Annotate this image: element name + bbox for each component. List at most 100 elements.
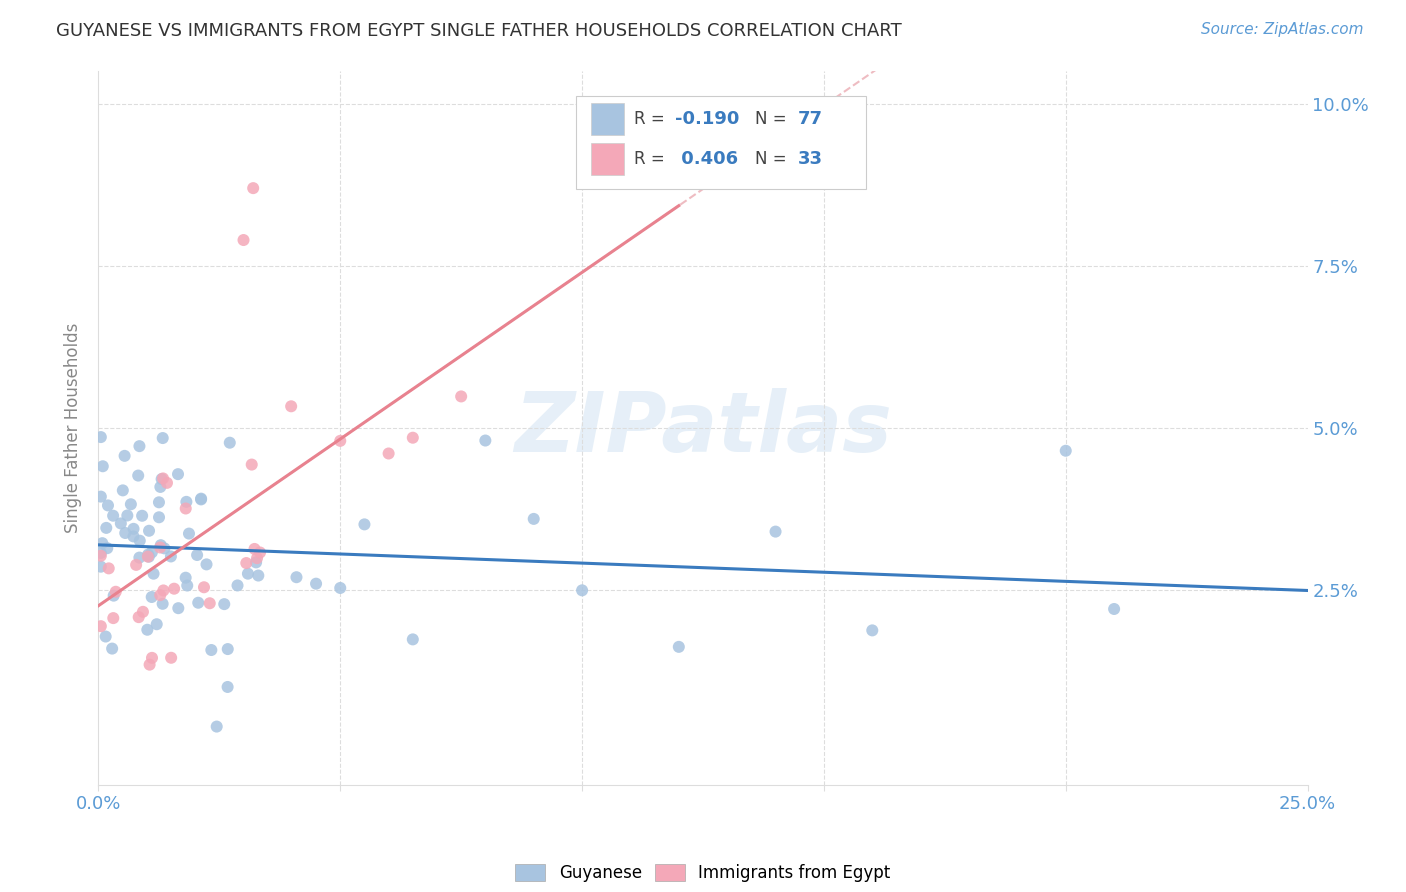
Point xyxy=(377,446,399,460)
Point xyxy=(90,559,112,574)
Point xyxy=(245,555,267,569)
Point xyxy=(235,556,257,570)
Point xyxy=(450,389,472,403)
Point xyxy=(150,472,173,486)
Text: R =: R = xyxy=(634,111,671,128)
Point xyxy=(226,578,249,592)
Point xyxy=(110,516,132,531)
Point xyxy=(101,641,124,656)
Point xyxy=(148,495,170,509)
Point xyxy=(136,549,159,564)
Point xyxy=(329,434,352,448)
Point xyxy=(149,541,172,555)
Text: -0.190: -0.190 xyxy=(675,111,740,128)
Point xyxy=(160,549,183,564)
Text: Source: ZipAtlas.com: Source: ZipAtlas.com xyxy=(1201,22,1364,37)
Y-axis label: Single Father Households: Single Father Households xyxy=(65,323,83,533)
Point xyxy=(97,561,120,575)
Text: 0.406: 0.406 xyxy=(675,150,738,168)
Point xyxy=(149,480,172,494)
Point xyxy=(114,526,136,541)
Point xyxy=(186,548,208,562)
Point xyxy=(200,643,222,657)
Text: 77: 77 xyxy=(797,111,823,128)
Point xyxy=(246,551,269,566)
Point xyxy=(236,566,259,581)
Point xyxy=(96,521,118,535)
Point xyxy=(152,431,174,445)
Point xyxy=(153,541,176,556)
Point xyxy=(152,471,174,485)
Point xyxy=(111,483,134,498)
Point xyxy=(90,490,112,504)
Point xyxy=(190,492,212,507)
Point xyxy=(156,475,179,490)
Point xyxy=(860,624,883,638)
Point xyxy=(765,524,787,539)
Point xyxy=(163,582,186,596)
Point xyxy=(90,546,112,560)
Point xyxy=(97,499,120,513)
Text: 33: 33 xyxy=(797,150,823,168)
Point xyxy=(402,632,425,647)
Point xyxy=(138,524,160,538)
Point xyxy=(120,497,142,511)
Point xyxy=(1054,443,1077,458)
Point xyxy=(402,431,425,445)
Text: GUYANESE VS IMMIGRANTS FROM EGYPT SINGLE FATHER HOUSEHOLDS CORRELATION CHART: GUYANESE VS IMMIGRANTS FROM EGYPT SINGLE… xyxy=(56,22,903,40)
Point xyxy=(90,430,112,444)
Point xyxy=(167,467,190,482)
Point xyxy=(247,568,270,582)
FancyBboxPatch shape xyxy=(591,143,624,175)
Legend: Guyanese, Immigrants from Egypt: Guyanese, Immigrants from Egypt xyxy=(509,857,897,889)
Point xyxy=(149,538,172,552)
Point xyxy=(280,399,302,413)
Point xyxy=(114,449,136,463)
Point xyxy=(104,584,127,599)
Point xyxy=(136,623,159,637)
Point xyxy=(91,459,114,474)
Point xyxy=(122,522,145,536)
Point xyxy=(148,510,170,524)
Point xyxy=(149,588,172,602)
Point xyxy=(668,640,690,654)
Point xyxy=(128,550,150,565)
Point xyxy=(90,549,112,563)
Point xyxy=(141,651,163,665)
Point xyxy=(141,590,163,604)
Point xyxy=(128,610,150,624)
Point xyxy=(152,597,174,611)
Point xyxy=(285,570,308,584)
Point xyxy=(218,435,240,450)
Point xyxy=(138,657,160,672)
Point xyxy=(141,545,163,559)
Point xyxy=(1102,602,1125,616)
Point xyxy=(174,571,197,585)
Point xyxy=(217,680,239,694)
Point xyxy=(132,605,155,619)
Point xyxy=(152,583,174,598)
Point xyxy=(138,549,160,564)
Point xyxy=(101,508,124,523)
Point xyxy=(240,458,263,472)
Point xyxy=(193,580,215,594)
Point xyxy=(217,642,239,657)
Point xyxy=(142,566,165,581)
Text: ZIPatlas: ZIPatlas xyxy=(515,388,891,468)
FancyBboxPatch shape xyxy=(591,103,624,136)
Point xyxy=(167,601,190,615)
Point xyxy=(131,508,153,523)
Point xyxy=(305,576,328,591)
FancyBboxPatch shape xyxy=(576,96,866,189)
Point xyxy=(174,501,197,516)
Point xyxy=(190,491,212,506)
Point xyxy=(474,434,496,448)
Point xyxy=(103,611,125,625)
Point xyxy=(136,548,159,562)
Point xyxy=(243,541,266,556)
Point xyxy=(329,581,352,595)
Point xyxy=(160,650,183,665)
Point xyxy=(232,233,254,247)
Point xyxy=(117,508,139,523)
Point xyxy=(176,495,198,509)
